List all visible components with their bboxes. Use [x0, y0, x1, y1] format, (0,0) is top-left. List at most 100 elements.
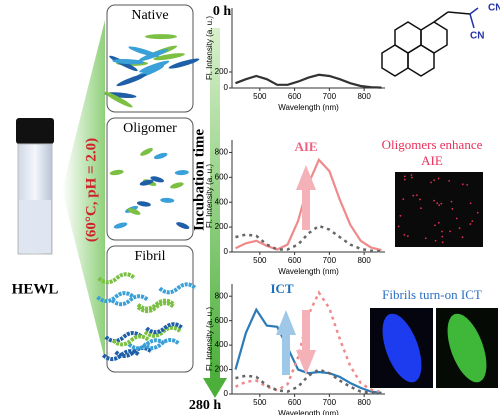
dot [399, 214, 402, 217]
dot [433, 199, 435, 202]
caption: Oligomers enhance [382, 137, 483, 152]
series-line [234, 307, 382, 394]
dot [403, 178, 406, 181]
fibril [110, 294, 150, 307]
x-axis-label: Wavelength (nm) [278, 267, 339, 276]
dot [402, 198, 405, 201]
dot [419, 198, 421, 201]
dot [406, 235, 409, 238]
vial [16, 118, 54, 255]
protein [150, 176, 164, 183]
x-tick-label: 800 [357, 92, 371, 101]
arrow [276, 310, 296, 375]
dot [469, 223, 472, 225]
protein [145, 34, 178, 40]
stage-label: Fibril [134, 249, 165, 264]
y-tick-label: 400 [215, 340, 229, 349]
dot [461, 236, 464, 239]
micrograph-dots [397, 174, 479, 244]
x-tick-label: 600 [288, 92, 302, 101]
end-time: 280 h [189, 398, 222, 413]
y-tick-label: 200 [215, 222, 229, 231]
y-tick-label: 0 [224, 389, 229, 398]
dot [403, 234, 406, 236]
dot [410, 176, 413, 179]
stage-label: Native [131, 8, 168, 23]
stage-box [106, 117, 194, 241]
dot [440, 202, 443, 205]
time-arrow [210, 28, 220, 380]
y-tick-label: 600 [215, 172, 229, 181]
dot [469, 202, 472, 205]
fibril [136, 298, 176, 311]
protein [140, 148, 153, 156]
arrow [62, 20, 105, 360]
caption: Fibrils turn-on ICT [382, 287, 482, 302]
fibril [104, 330, 144, 343]
x-tick-label: 700 [323, 92, 337, 101]
x-axis-label: Wavelength (nm) [278, 103, 339, 112]
time-label: Incubation time [191, 129, 207, 231]
dot [437, 177, 440, 180]
fibril [101, 349, 141, 362]
protein [136, 201, 151, 207]
dot [434, 224, 436, 227]
dot [420, 207, 422, 210]
protein [112, 58, 145, 65]
protein [113, 222, 128, 229]
sample: HEWL [12, 281, 59, 297]
y-tick-label: 400 [215, 197, 229, 206]
fibril [145, 322, 184, 335]
molecule [381, 7, 479, 77]
protein [176, 222, 190, 230]
dot [449, 230, 451, 233]
x-tick-label: 500 [253, 256, 267, 265]
dot [397, 225, 400, 228]
dot [471, 220, 474, 222]
protein [109, 169, 124, 176]
fibril [136, 301, 176, 314]
dot [455, 217, 458, 220]
dot [441, 241, 444, 244]
x-tick-label: 800 [357, 256, 371, 265]
x-axis-label: Wavelength (nm) [278, 409, 339, 415]
y-axis-label: Fl. Intensity (a. u.) [205, 307, 214, 371]
ict-label: ICT [270, 281, 293, 296]
dot [476, 211, 479, 214]
dot [458, 227, 461, 230]
x-tick-label: 800 [357, 398, 371, 407]
dot [441, 235, 444, 238]
x-tick-label: 600 [288, 256, 302, 265]
protein [174, 170, 189, 176]
dot [424, 237, 427, 240]
series-line [235, 224, 382, 253]
y-axis-label: Fl. Intensity (a. u.) [205, 16, 214, 80]
cn-group: CN [488, 3, 500, 14]
protein [168, 58, 200, 69]
protein [170, 182, 184, 189]
dot [415, 194, 418, 197]
fibril [96, 291, 135, 304]
protein [139, 179, 154, 186]
x-tick-label: 700 [323, 256, 337, 265]
dot [448, 179, 451, 182]
protein [153, 152, 168, 160]
aie-label: AIE [294, 139, 317, 154]
dot [466, 184, 469, 186]
dot [433, 179, 436, 182]
fibril [127, 338, 167, 351]
dot [461, 183, 464, 186]
fibril-image [382, 313, 422, 383]
charts: 0 200 500 600 700 800 Wavelength (nm) Fl. Inten… [205, 8, 385, 415]
y-tick-label: 0 [224, 247, 229, 256]
fibril [97, 272, 137, 285]
y-tick-label: 600 [215, 316, 229, 325]
dot [436, 202, 439, 205]
protein [139, 60, 170, 73]
micrograph [395, 172, 483, 247]
x-tick-label: 700 [323, 398, 337, 407]
fibril-image [447, 313, 487, 383]
dot [438, 204, 441, 207]
fibril [158, 282, 198, 295]
protein [127, 208, 141, 215]
